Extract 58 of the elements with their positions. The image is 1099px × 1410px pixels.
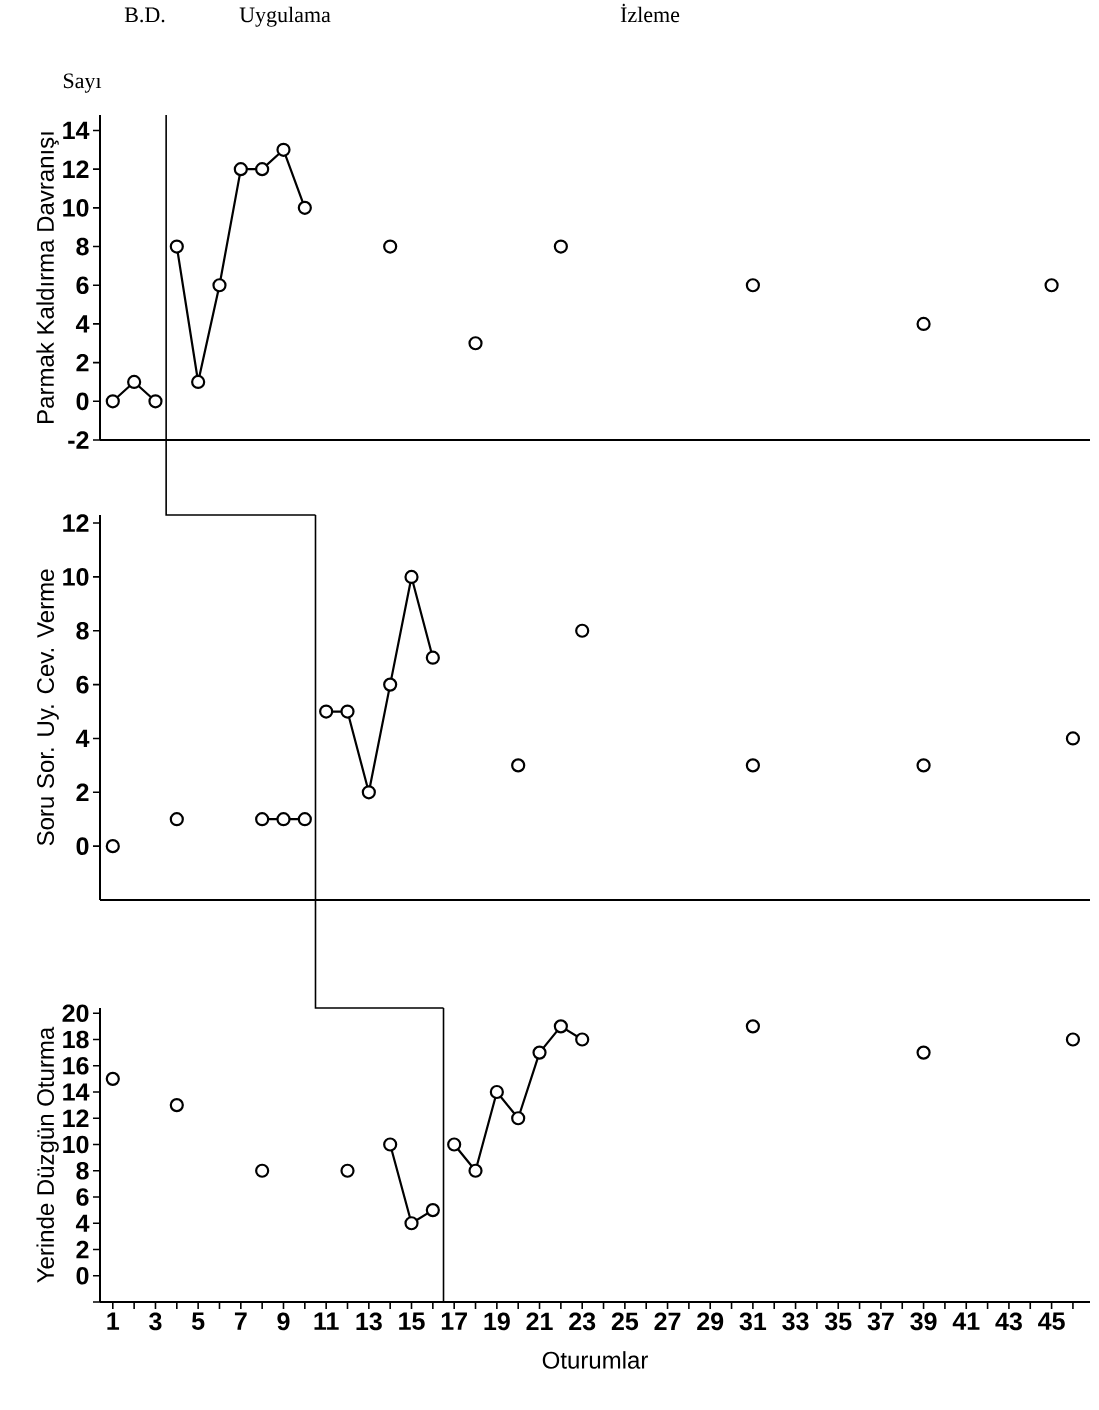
- y-tick-label: 20: [62, 1004, 89, 1023]
- x-tick-label: 27: [654, 1312, 681, 1330]
- y-tick-label: 8: [76, 621, 89, 640]
- x-axis-title: Oturumlar: [542, 1351, 648, 1369]
- y-tick-label: 4: [75, 729, 90, 748]
- y-tick-label: 6: [76, 675, 89, 694]
- y-axis-title: Parmak Kaldırma Davranışı: [36, 132, 59, 423]
- y-tick-label: 10: [63, 1135, 89, 1154]
- x-tick-label: 15: [399, 1312, 425, 1330]
- y-tick-label: 14: [63, 121, 90, 140]
- x-tick-label: 31: [739, 1312, 767, 1331]
- y-tick-label: 14: [63, 1083, 90, 1101]
- y-tick-label: 4: [75, 315, 90, 333]
- y-tick-label: 2: [76, 1240, 89, 1259]
- y-tick-label: -2: [68, 431, 89, 449]
- y-tick-label: 8: [76, 237, 89, 256]
- x-tick-label: 39: [910, 1312, 937, 1331]
- x-tick-label: 19: [484, 1312, 510, 1331]
- text: İzleme: [620, 3, 680, 23]
- x-tick-label: 11: [314, 1312, 339, 1330]
- y-tick-label: 12: [63, 160, 89, 178]
- x-tick-label: 13: [356, 1312, 382, 1331]
- x-tick-label: 7: [234, 1312, 247, 1330]
- y-tick-label: 4: [75, 1214, 90, 1232]
- y-tick-label: 6: [76, 1188, 89, 1206]
- y-axis-title: Soru Sor. Uy. Cev. Verme: [37, 569, 59, 846]
- text: Uygulama: [239, 6, 331, 27]
- y-tick-label: 2: [76, 783, 89, 802]
- x-tick-label: 21: [526, 1312, 553, 1330]
- y-tick-label: 16: [63, 1056, 89, 1075]
- x-tick-label: 25: [611, 1312, 639, 1331]
- text: B.D.: [124, 7, 165, 23]
- y-tick-label: 18: [63, 1030, 89, 1049]
- x-tick-label: 5: [191, 1312, 205, 1330]
- x-tick-label: 41: [952, 1312, 980, 1330]
- x-tick-label: 17: [441, 1312, 467, 1330]
- x-tick-label: 9: [277, 1312, 290, 1331]
- y-tick-label: 12: [63, 514, 89, 532]
- y-tick-label: 10: [63, 568, 89, 586]
- y-tick-label: 2: [76, 353, 89, 372]
- x-tick-label: 45: [1038, 1312, 1065, 1330]
- x-tick-label: 3: [149, 1312, 162, 1331]
- y-tick-label: 12: [63, 1109, 89, 1127]
- x-tick-label: 29: [697, 1312, 724, 1331]
- y-tick-label: 0: [76, 392, 89, 411]
- y-tick-label: 0: [76, 1266, 89, 1285]
- text: Sayı: [63, 73, 102, 93]
- x-tick-label: 37: [867, 1312, 894, 1331]
- y-tick-label: 0: [76, 837, 89, 855]
- y-tick-label: 8: [76, 1161, 89, 1180]
- y-axis-title: Yerinde Düzgün Oturma: [36, 1026, 59, 1283]
- x-tick-label: 43: [995, 1312, 1022, 1331]
- y-tick-label: 6: [76, 276, 89, 295]
- x-tick-label: 23: [569, 1312, 596, 1331]
- x-tick-label: 33: [782, 1312, 809, 1331]
- y-tick-label: 10: [63, 199, 89, 217]
- x-tick-label: 35: [824, 1312, 852, 1331]
- x-tick-label: 1: [107, 1312, 120, 1330]
